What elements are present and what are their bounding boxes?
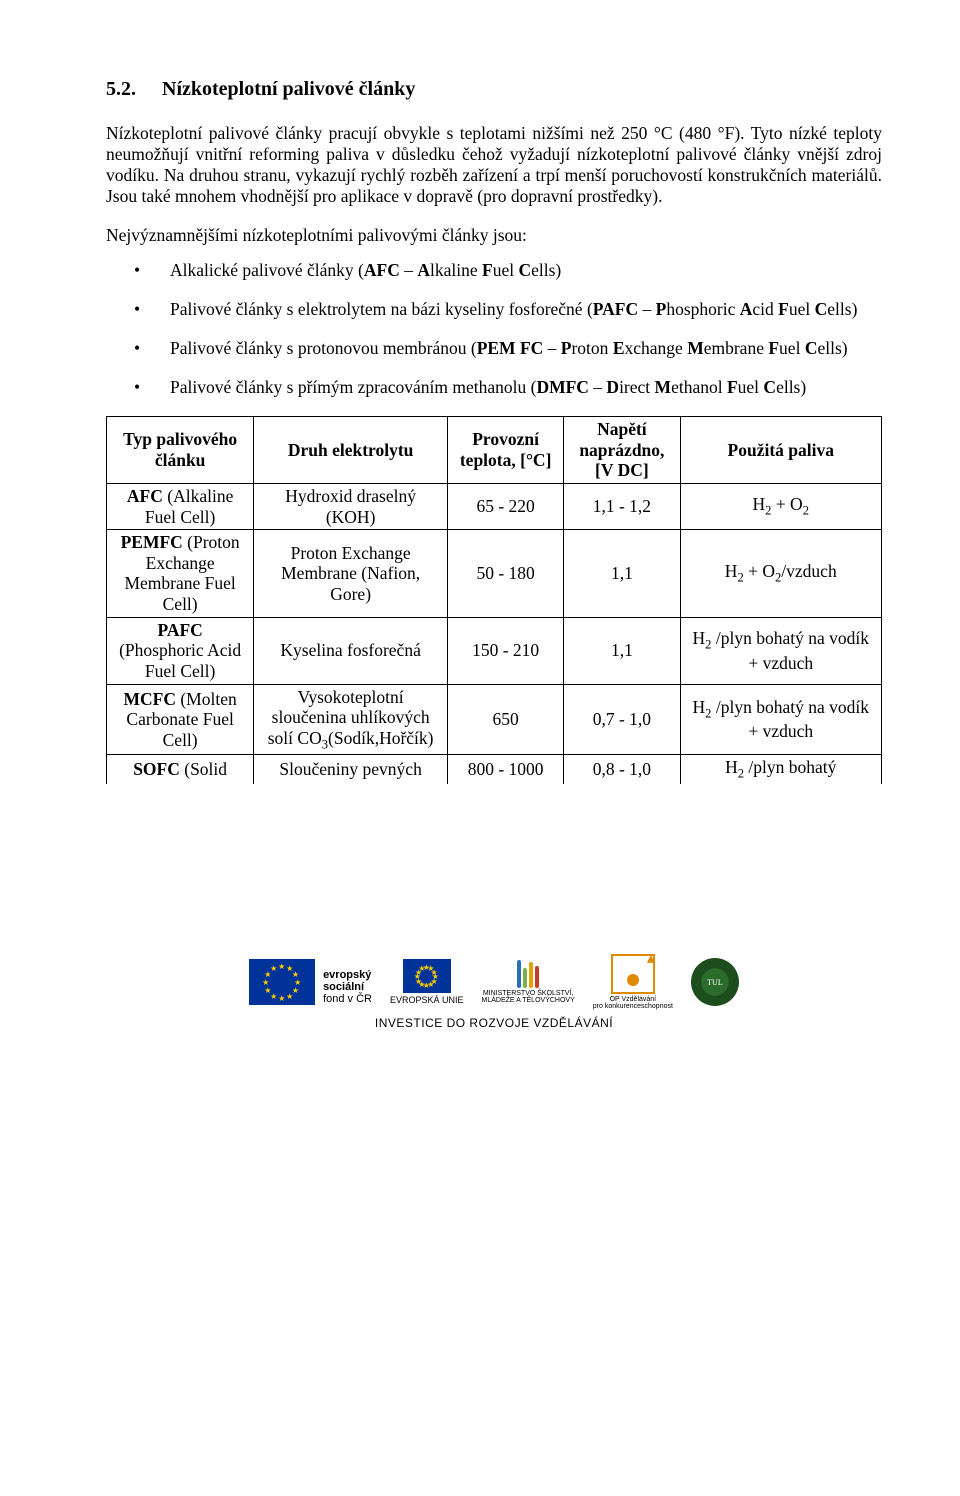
list-intro: Nejvýznamnějšími nízkoteplotními palivov…	[106, 225, 882, 246]
table-header: Napětí naprázdno, [V DC]	[564, 417, 680, 484]
section-heading: 5.2. Nízkoteplotní palivové články	[106, 78, 882, 101]
table-cell: SOFC (Solid	[107, 755, 254, 784]
table-cell: H2 + O2/vzduch	[680, 530, 882, 618]
msmt-icon	[517, 960, 539, 988]
table-row: PEMFC (Proton Exchange Membrane Fuel Cel…	[107, 530, 882, 618]
table-cell: 65 - 220	[448, 483, 564, 529]
table-header: Druh elektrolytu	[254, 417, 448, 484]
table-cell: 150 - 210	[448, 617, 564, 684]
table-cell: 1,1 - 1,2	[564, 483, 680, 529]
table-cell: 1,1	[564, 530, 680, 618]
tul-logo: TUL	[691, 958, 739, 1006]
bullet-item: Palivové články s přímým zpracováním met…	[106, 377, 882, 398]
table-cell: Hydroxid draselný (KOH)	[254, 483, 448, 529]
table-cell: 800 - 1000	[448, 755, 564, 784]
bullet-item: Palivové články s protonovou membránou (…	[106, 338, 882, 359]
table-cell: H2 + O2	[680, 483, 882, 529]
heading-title: Nízkoteplotní palivové články	[162, 78, 415, 100]
table-row: AFC (Alkaline Fuel Cell)Hydroxid draseln…	[107, 483, 882, 529]
table-row: PAFC (Phosphoric Acid Fuel Cell)Kyselina…	[107, 617, 882, 684]
eu-logo: ★★★★★★★★★★★★ EVROPSKÁ UNIE	[390, 959, 464, 1005]
logo-row: ★★★★★★★★★★★★ evropský sociální fond v ČR…	[249, 954, 739, 1011]
table-cell: H2 /plyn bohatý na vodík+ vzduch	[680, 617, 882, 684]
fuel-cell-table: Typ palivového článku Druh elektrolytu P…	[106, 416, 882, 784]
bullet-item: Palivové články s elektrolytem na bázi k…	[106, 299, 882, 320]
esf-logo: ★★★★★★★★★★★★ evropský sociální fond v ČR	[249, 959, 372, 1005]
table-header: Typ palivového článku	[107, 417, 254, 484]
table-cell: Kyselina fosforečná	[254, 617, 448, 684]
table-row: MCFC (Molten Carbonate Fuel Cell)Vysokot…	[107, 684, 882, 755]
table-header-row: Typ palivového článku Druh elektrolytu P…	[107, 417, 882, 484]
table-cell: 0,8 - 1,0	[564, 755, 680, 784]
bullet-list: Alkalické palivové články (AFC – Alkalin…	[106, 260, 882, 398]
eu-flag-mini-icon: ★★★★★★★★★★★★	[403, 959, 451, 993]
eu-stars: ★★★★★★★★★★★★	[262, 962, 302, 1002]
table-cell: Proton Exchange Membrane (Nafion, Gore)	[254, 530, 448, 618]
table-cell: H2 /plyn bohatý	[680, 755, 882, 784]
esf-text: evropský sociální fond v ČR	[323, 969, 372, 1005]
paragraph-1: Nízkoteplotní palivové články pracují ob…	[106, 123, 882, 207]
eu-label: EVROPSKÁ UNIE	[390, 995, 464, 1005]
msmt-label: MINISTERSTVO ŠKOLSTVÍ, MLÁDEŽE A TĚLOVÝC…	[482, 990, 575, 1005]
table-cell: MCFC (Molten Carbonate Fuel Cell)	[107, 684, 254, 755]
msmt-logo: MINISTERSTVO ŠKOLSTVÍ, MLÁDEŽE A TĚLOVÝC…	[482, 960, 575, 1005]
opvk-icon: ▴	[611, 954, 655, 994]
table-cell: 0,7 - 1,0	[564, 684, 680, 755]
table-cell: H2 /plyn bohatý na vodík+ vzduch	[680, 684, 882, 755]
table-cell: 50 - 180	[448, 530, 564, 618]
table-cell: 650	[448, 684, 564, 755]
table-cell: PAFC (Phosphoric Acid Fuel Cell)	[107, 617, 254, 684]
table-row: SOFC (SolidSloučeniny pevných800 - 10000…	[107, 755, 882, 784]
table-cell: Sloučeniny pevných	[254, 755, 448, 784]
page: 5.2. Nízkoteplotní palivové články Nízkot…	[0, 0, 960, 1070]
table-cell: Vysokoteplotní sloučenina uhlíkových sol…	[254, 684, 448, 755]
eu-stars-mini: ★★★★★★★★★★★★	[414, 963, 440, 989]
eu-flag-icon: ★★★★★★★★★★★★	[249, 959, 315, 1005]
opvk-logo: ▴ OP Vzdělávání pro konkurenceschopnost	[593, 954, 673, 1011]
heading-number: 5.2.	[106, 78, 136, 100]
table-cell: 1,1	[564, 617, 680, 684]
opvk-label: OP Vzdělávání pro konkurenceschopnost	[593, 996, 673, 1011]
bullet-item: Alkalické palivové články (AFC – Alkalin…	[106, 260, 882, 281]
table-cell: AFC (Alkaline Fuel Cell)	[107, 483, 254, 529]
table-body: AFC (Alkaline Fuel Cell)Hydroxid draseln…	[107, 483, 882, 783]
table-header: Provozní teplota, [°C]	[448, 417, 564, 484]
table-cell: PEMFC (Proton Exchange Membrane Fuel Cel…	[107, 530, 254, 618]
table-header: Použitá paliva	[680, 417, 882, 484]
footer-tagline: INVESTICE DO ROZVOJE VZDĚLÁVÁNÍ	[375, 1016, 613, 1030]
footer-logos: ★★★★★★★★★★★★ evropský sociální fond v ČR…	[106, 954, 882, 1031]
